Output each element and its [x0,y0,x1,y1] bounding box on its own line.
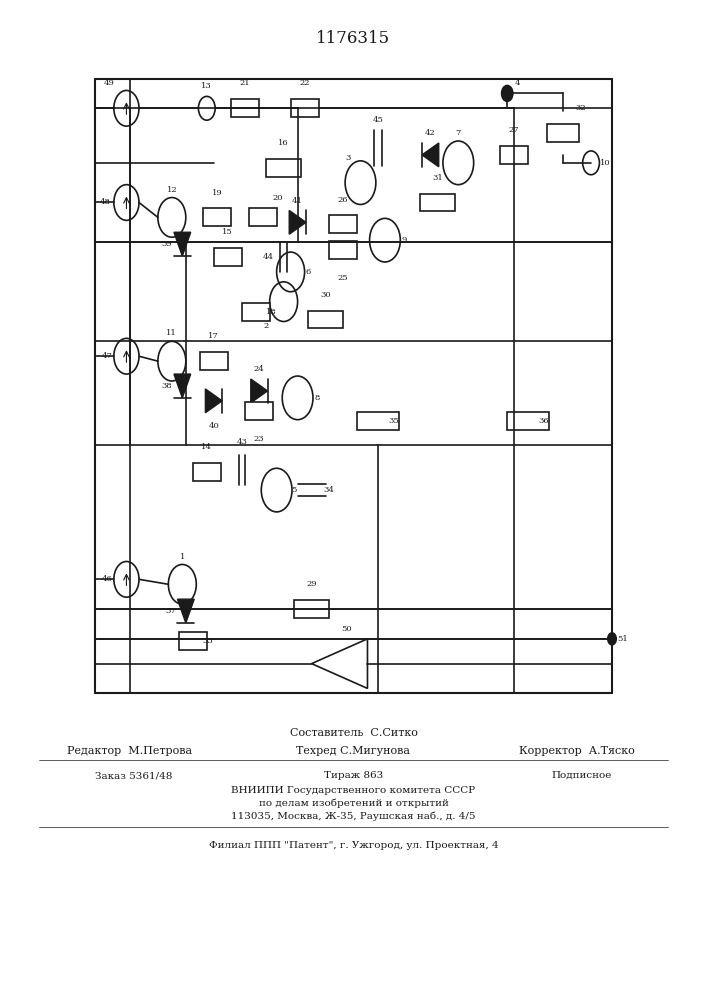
Bar [329,241,357,259]
Text: 36: 36 [538,417,549,425]
Circle shape [502,85,513,101]
Text: 47: 47 [101,352,112,360]
Bar [193,463,221,481]
Text: 1176315: 1176315 [317,30,390,47]
Text: 19: 19 [212,189,223,197]
Polygon shape [251,379,267,403]
Polygon shape [174,232,191,256]
Text: 45: 45 [373,116,383,124]
Text: 24: 24 [254,365,264,373]
Text: 23: 23 [254,435,264,443]
Polygon shape [289,210,306,234]
Text: 9: 9 [402,236,407,244]
Text: 42: 42 [425,129,436,137]
Text: 113035, Москва, Ж-35, Раушская наб., д. 4/5: 113035, Москва, Ж-35, Раушская наб., д. … [231,812,476,821]
Text: 1: 1 [180,553,185,561]
Bar [249,208,276,226]
Bar [200,352,228,370]
Bar [308,311,343,328]
Text: по делам изобретений и открытий: по делам изобретений и открытий [259,799,448,808]
Bar [547,124,579,142]
Text: Подписное: Подписное [551,771,612,780]
Text: 20: 20 [273,194,284,202]
Text: 29: 29 [306,580,317,588]
Text: 11: 11 [166,329,177,337]
Bar [266,159,301,177]
Text: 15: 15 [223,228,233,236]
Text: 46: 46 [102,575,112,583]
Text: 40: 40 [209,422,219,430]
Bar [245,402,273,420]
Bar [214,248,242,266]
Text: 14: 14 [201,443,212,451]
Text: 37: 37 [165,607,176,615]
Text: 32: 32 [575,104,586,112]
Bar [231,99,259,117]
Text: 50: 50 [341,625,352,633]
Bar [329,215,357,233]
Text: 38: 38 [162,382,173,390]
Bar [507,412,549,430]
Polygon shape [205,389,222,413]
Text: 48: 48 [100,198,111,206]
Text: 2: 2 [264,322,269,330]
Text: 44: 44 [263,253,274,261]
Text: 10: 10 [600,159,610,167]
Text: Корректор  А.Тяско: Корректор А.Тяско [519,746,635,756]
Text: 27: 27 [509,126,520,134]
Text: ВНИИПИ Государственного комитета СССР: ВНИИПИ Государственного комитета СССР [231,786,476,795]
Bar [294,600,329,618]
Text: 12: 12 [167,186,177,194]
Text: 31: 31 [432,174,443,182]
Text: 41: 41 [292,197,303,205]
Text: 49: 49 [103,79,115,87]
Text: 13: 13 [201,82,212,90]
Text: 51: 51 [617,635,628,643]
Bar [242,303,269,321]
Bar [357,412,399,430]
Text: 33: 33 [203,637,214,645]
Text: 34: 34 [324,486,334,494]
Text: 18: 18 [266,308,276,316]
Bar [420,194,455,211]
Text: 30: 30 [320,291,331,299]
Text: 22: 22 [299,79,310,87]
Text: Техред С.Мигунова: Техред С.Мигунова [296,746,411,756]
Polygon shape [174,374,191,398]
Circle shape [608,633,617,645]
Text: 25: 25 [338,274,349,282]
Text: Составитель  С.Ситко: Составитель С.Ситко [290,728,417,738]
Text: 5: 5 [291,486,297,494]
Bar [501,146,528,164]
Bar [179,632,206,650]
Text: 6: 6 [305,268,310,276]
Text: 16: 16 [279,139,289,147]
Text: 8: 8 [315,394,320,402]
Text: 4: 4 [515,79,520,87]
Text: 3: 3 [345,154,351,162]
Text: 17: 17 [209,332,219,340]
Text: 21: 21 [240,79,250,87]
Text: 26: 26 [338,196,349,204]
Text: 43: 43 [236,438,247,446]
Bar [204,208,231,226]
Text: Редактор  М.Петрова: Редактор М.Петрова [67,746,192,756]
Text: Заказ 5361/48: Заказ 5361/48 [95,771,173,780]
Polygon shape [312,639,368,688]
Text: Тираж 863: Тираж 863 [324,771,383,780]
Text: 7: 7 [455,129,461,137]
Polygon shape [422,143,439,167]
Text: Филиал ППП "Патент", г. Ужгород, ул. Проектная, 4: Филиал ППП "Патент", г. Ужгород, ул. Про… [209,841,498,850]
Bar [291,99,319,117]
Text: 35: 35 [388,417,399,425]
Polygon shape [177,599,194,623]
Text: 39: 39 [162,240,173,248]
